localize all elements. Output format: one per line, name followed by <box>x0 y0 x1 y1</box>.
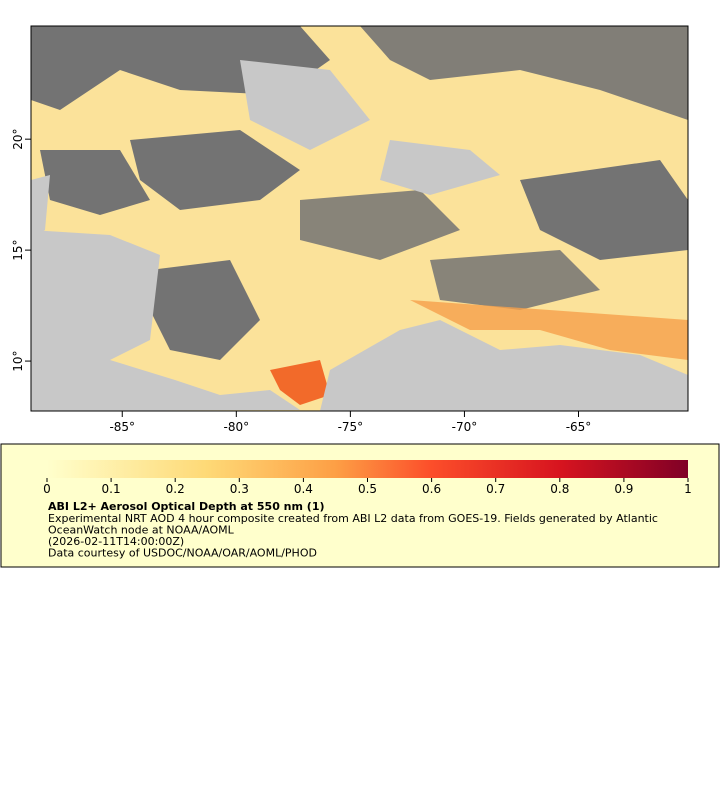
map-frame <box>30 25 689 412</box>
map-image <box>31 26 688 411</box>
legend-line: Experimental NRT AOD 4 hour composite cr… <box>48 512 658 525</box>
colorbar-tick-label: 0.4 <box>294 482 313 496</box>
colorbar <box>47 460 688 478</box>
colorbar-tick-label: 0.5 <box>358 482 377 496</box>
colorbar-tick-label: 0.9 <box>614 482 633 496</box>
colorbar-tick-label: 1 <box>684 482 692 496</box>
y-tick-label: 20° <box>11 129 25 150</box>
x-tick-label: -75° <box>338 420 364 434</box>
colorbar-tick-label: 0.6 <box>422 482 441 496</box>
y-tick-label: 10° <box>11 350 25 371</box>
x-tick-label: -65° <box>566 420 592 434</box>
colorbar-tick-label: 0.2 <box>166 482 185 496</box>
colorbar-tick-label: 0.7 <box>486 482 505 496</box>
x-tick-label: -80° <box>224 420 250 434</box>
legend-line: (2026-02-11T14:00:00Z) <box>48 535 184 548</box>
legend-title: ABI L2+ Aerosol Optical Depth at 550 nm … <box>48 500 325 513</box>
colorbar-tick-label: 0.1 <box>102 482 121 496</box>
colorbar-tick-label: 0.8 <box>550 482 569 496</box>
x-tick-label: -70° <box>452 420 478 434</box>
legend-line: Data courtesy of USDOC/NOAA/OAR/AOML/PHO… <box>48 547 317 560</box>
colorbar-tick-label: 0.3 <box>230 482 249 496</box>
colorbar-tick-label: 0 <box>43 482 51 496</box>
y-tick-label: 15° <box>11 239 25 260</box>
legend-line: OceanWatch node at NOAA/AOML <box>48 524 235 537</box>
x-tick-label: -85° <box>109 420 135 434</box>
